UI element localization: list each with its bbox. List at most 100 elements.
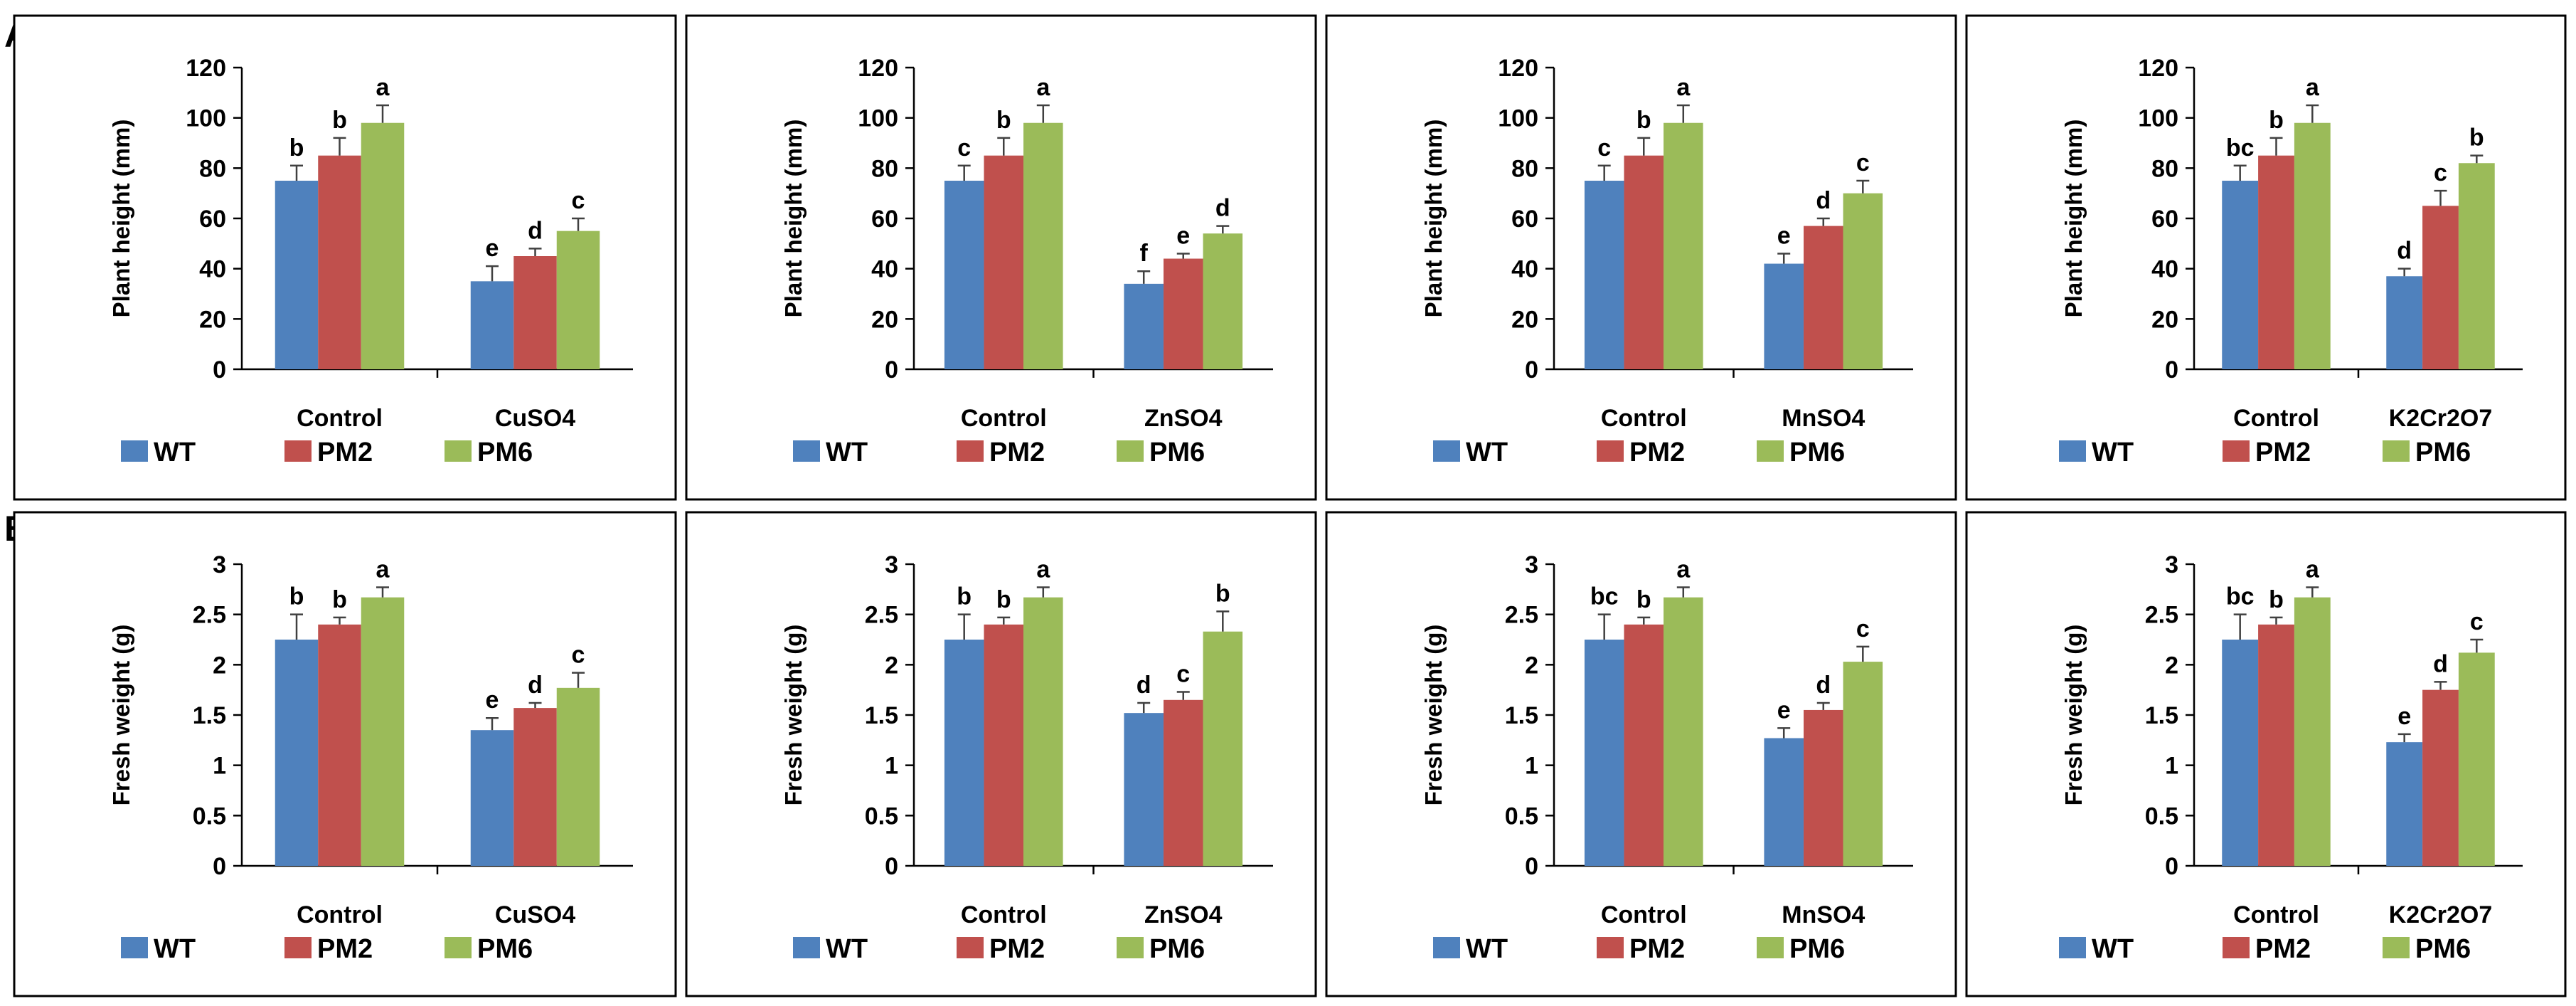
legend-swatch xyxy=(2223,937,2250,958)
legend-swatch xyxy=(445,937,472,958)
significance-letter: b xyxy=(1636,107,1651,134)
significance-letter: d xyxy=(1137,672,1151,699)
legend-label: PM6 xyxy=(477,438,533,467)
bar-wt-control xyxy=(944,640,984,866)
legend-label: PM6 xyxy=(1789,934,1845,964)
y-tick-label: 1 xyxy=(2165,753,2178,780)
x-category-label: Control xyxy=(1601,901,1687,928)
bar-pm6-control xyxy=(2294,122,2331,369)
legend-swatch xyxy=(2059,937,2086,958)
bar-wt-control xyxy=(1584,181,1624,369)
legend-swatch xyxy=(121,937,148,958)
y-axis-label: Fresh weight (g) xyxy=(2060,625,2087,806)
chart-panel-b1: Fresh weight (g) 0 0.5 1 1.5 2 2.5 3 Control b b a C… xyxy=(13,511,677,997)
bar-pm2-k2cr2o7 xyxy=(2422,206,2459,369)
legend-label: WT xyxy=(2092,934,2134,964)
y-tick-label: 1 xyxy=(1525,753,1538,780)
y-axis-label: Plant height (mm) xyxy=(108,120,134,318)
panels-group: Plant height (mm)020406080100120Controlb… xyxy=(13,14,2567,997)
y-tick-label: 80 xyxy=(199,155,226,182)
legend-swatch xyxy=(1117,937,1144,958)
x-category-label: Control xyxy=(1601,405,1687,432)
legend-swatch xyxy=(1117,440,1144,462)
bar-wt-k2cr2o7 xyxy=(2386,742,2423,866)
y-tick-label: 2 xyxy=(885,652,898,679)
y-tick-label: 60 xyxy=(871,206,898,233)
legend-label: PM2 xyxy=(2255,438,2311,467)
significance-letter: b xyxy=(289,583,304,610)
y-axis-label: Fresh weight (g) xyxy=(780,625,807,806)
y-tick-label: 2 xyxy=(213,652,226,679)
chart-panel-a1: Plant height (mm) 0 20 40 60 80 100 120 Control b… xyxy=(13,14,677,501)
legend-label: PM2 xyxy=(317,438,373,467)
x-category-label: Control xyxy=(2233,405,2319,432)
y-tick-label: 0 xyxy=(213,356,226,383)
significance-letter: e xyxy=(1777,222,1791,249)
legend-label: WT xyxy=(1466,438,1508,467)
bar-pm6-znso4 xyxy=(1203,233,1243,369)
legend-swatch xyxy=(957,937,984,958)
y-tick-label: 0 xyxy=(1525,853,1538,880)
x-category-label: CuSO4 xyxy=(495,901,575,928)
y-tick-label: 40 xyxy=(1511,256,1538,283)
x-category-label: Control xyxy=(2233,901,2319,928)
y-tick-label: 1.5 xyxy=(193,702,226,729)
y-tick-label: 1 xyxy=(885,753,898,780)
x-category-label: MnSO4 xyxy=(1782,901,1865,928)
y-tick-label: 0.5 xyxy=(865,803,898,830)
significance-letter: a xyxy=(1676,74,1691,101)
significance-letter: b xyxy=(996,107,1011,134)
legend-label: PM6 xyxy=(2415,438,2471,467)
bar-pm2-control xyxy=(984,155,1024,369)
y-tick-label: 120 xyxy=(186,55,226,82)
significance-letter: a xyxy=(376,74,390,101)
significance-letter: c xyxy=(1856,149,1870,176)
y-tick-label: 20 xyxy=(871,306,898,333)
bar-wt-cuso4 xyxy=(470,730,514,866)
y-tick-label: 2 xyxy=(1525,652,1538,679)
significance-letter: d xyxy=(1215,195,1230,222)
legend-label: WT xyxy=(1466,934,1508,964)
y-tick-label: 0.5 xyxy=(2145,803,2178,830)
y-tick-label: 60 xyxy=(199,206,226,233)
x-category-label: Control xyxy=(297,405,383,432)
y-tick-label: 20 xyxy=(2151,306,2178,333)
legend-swatch xyxy=(2059,440,2086,462)
bar-pm6-znso4 xyxy=(1203,631,1243,866)
bar-pm2-mnso4 xyxy=(1803,709,1843,866)
chart-panel-a2: Plant height (mm) 0 20 40 60 80 100 120 Control c… xyxy=(685,14,1317,501)
y-tick-label: 0.5 xyxy=(193,803,226,830)
y-tick-label: 2.5 xyxy=(1505,602,1538,629)
y-tick-label: 0.5 xyxy=(1505,803,1538,830)
significance-letter: a xyxy=(1676,556,1691,583)
y-tick-label: 3 xyxy=(2165,551,2178,578)
significance-letter: b xyxy=(1215,580,1230,607)
y-tick-label: 80 xyxy=(2151,155,2178,182)
bar-pm2-control xyxy=(1624,624,1664,866)
y-tick-label: 0 xyxy=(213,853,226,880)
bar-wt-mnso4 xyxy=(1764,738,1804,866)
significance-letter: c xyxy=(1597,134,1611,162)
bar-pm6-mnso4 xyxy=(1843,662,1883,866)
bar-pm2-znso4 xyxy=(1163,699,1203,866)
y-axis-label: Fresh weight (g) xyxy=(108,625,134,806)
legend-swatch xyxy=(1433,440,1460,462)
significance-letter: bc xyxy=(1590,583,1619,610)
significance-letter: bc xyxy=(2226,583,2255,610)
y-tick-label: 0 xyxy=(1525,356,1538,383)
significance-letter: d xyxy=(2397,238,2412,265)
x-category-label: MnSO4 xyxy=(1782,405,1865,432)
y-axis-label: Plant height (mm) xyxy=(1420,120,1447,318)
y-tick-label: 2.5 xyxy=(2145,602,2178,629)
y-tick-label: 120 xyxy=(858,55,898,82)
bar-pm2-znso4 xyxy=(1163,258,1203,369)
y-axis-label: Fresh weight (g) xyxy=(1420,625,1447,806)
y-tick-label: 1.5 xyxy=(1505,702,1538,729)
bar-pm2-cuso4 xyxy=(513,256,557,369)
y-tick-label: 0 xyxy=(885,356,898,383)
bar-pm2-mnso4 xyxy=(1803,226,1843,369)
y-tick-label: 100 xyxy=(186,105,226,132)
significance-letter: b xyxy=(289,134,304,162)
bar-pm6-mnso4 xyxy=(1843,193,1883,369)
